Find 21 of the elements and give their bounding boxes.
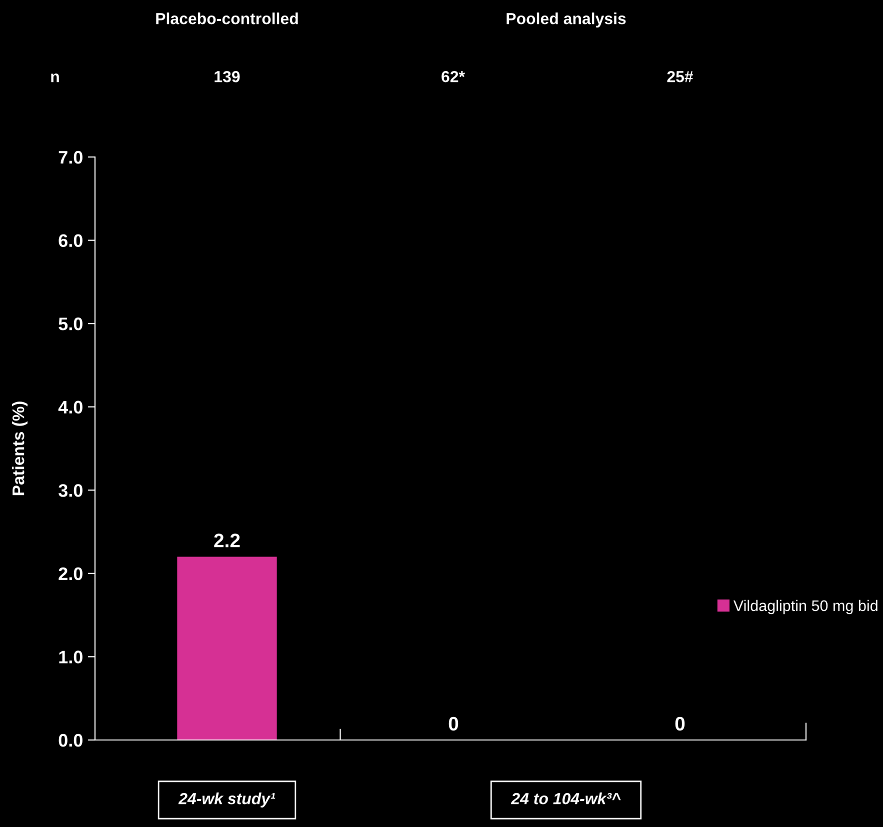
text: 62* — [442, 70, 465, 82]
y-tick-label: 4.0 — [58, 400, 82, 414]
text: 24 to 104-wk³^ — [510, 792, 621, 804]
data-label: 0 — [448, 716, 458, 731]
text: n — [51, 74, 59, 82]
y-tick-label: 2.0 — [58, 567, 82, 580]
text: Pooled analysis — [506, 12, 626, 28]
data-label: 2.2 — [214, 534, 240, 548]
y-tick-label: 5.0 — [58, 318, 82, 330]
data-label: 0 — [675, 716, 685, 731]
y-tick-label: 6.0 — [58, 234, 82, 248]
text: Placebo-controlled — [156, 12, 298, 24]
text: 24-wk study¹ — [178, 792, 276, 808]
y-tick-label: 0.0 — [58, 734, 82, 747]
y-tick-label: 7.0 — [58, 150, 82, 164]
legend-label: Vildagliptin 50 mg bid — [733, 600, 878, 614]
text: 139 — [214, 70, 240, 82]
y-tick-label: 1.0 — [59, 650, 82, 664]
y-axis-title: Patients (%) — [12, 402, 28, 496]
y-tick-label: 3.0 — [58, 484, 82, 497]
text: 25# — [667, 70, 694, 82]
